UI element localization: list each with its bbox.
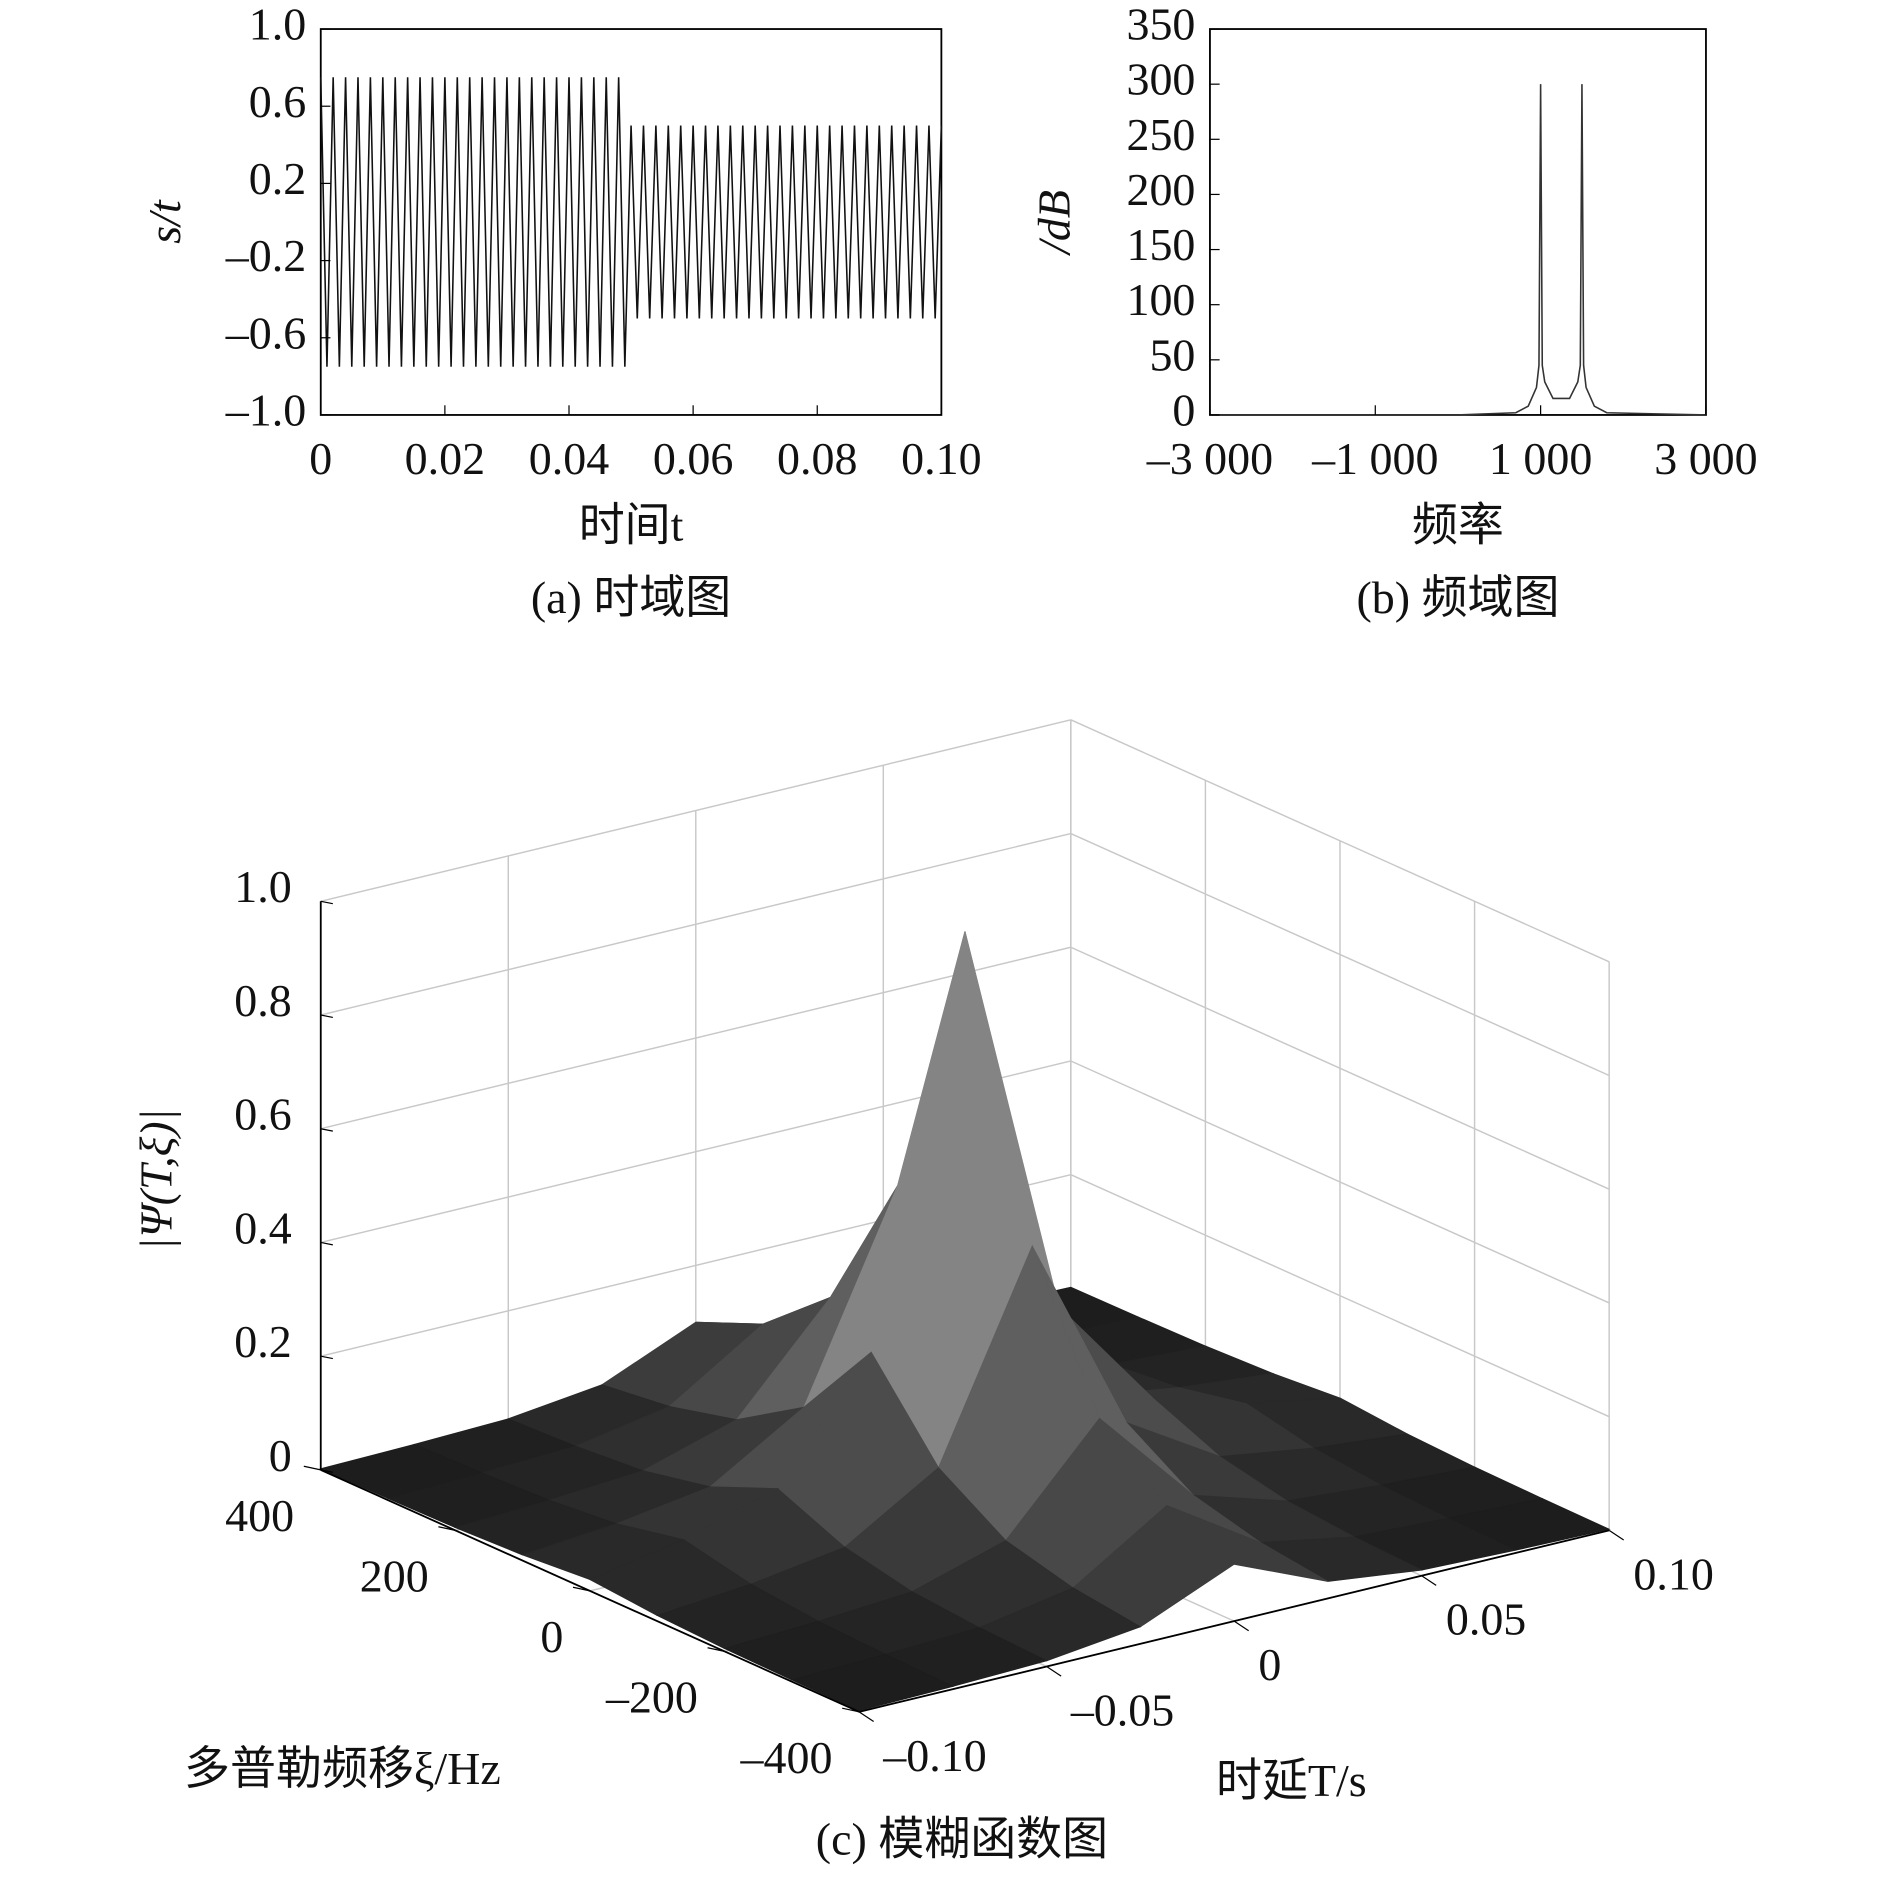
z-tick [320,1355,333,1360]
x-axis-label: 频率 [1412,499,1504,550]
caption: (b) 频域图 [1356,572,1559,623]
z-tick [320,1014,333,1019]
x-tick-label: 0 [1258,1639,1281,1690]
x-tick [1046,1665,1062,1677]
z-tick-label: 1.0 [234,861,291,912]
x-tick-label: 0.06 [653,433,733,484]
z-tick-label: 0 [269,1430,292,1481]
y-tick-label: 150 [1126,219,1195,270]
x-tick-label: 0.02 [405,433,485,484]
y-tick-label: –200 [605,1672,698,1723]
y-tick-label: 1.0 [249,0,306,50]
x-tick [1421,1575,1437,1586]
x-tick-label: 0.04 [529,433,609,484]
y-axis-label: 多普勒频移ξ/Hz [184,1743,501,1794]
y-tick-label: 300 [1126,54,1195,105]
y-tick-label: 0.6 [249,76,306,127]
y-tick [438,1526,456,1531]
z-axis-label: |Ψ(T,ξ)| [131,1109,182,1251]
x-tick [1233,1620,1249,1632]
caption: (c) 模糊函数图 [816,1813,1108,1864]
y-tick-label: 400 [225,1490,294,1541]
x-tick-label: 0.05 [1446,1594,1526,1645]
x-tick-label: –0.05 [1070,1684,1174,1735]
y-tick-label: 0.2 [249,153,306,204]
y-tick-label: –1.0 [225,385,306,436]
y-tick-label: –400 [740,1732,833,1783]
y-axis-label: s/t [139,199,190,244]
z-tick [320,900,333,905]
z-tick-label: 0.2 [234,1316,291,1367]
x-axis-label: 时间t [579,499,684,550]
y-tick-label: 350 [1126,0,1195,50]
x-tick-label: 3 000 [1654,433,1757,484]
signal-line [319,77,943,367]
y-tick-label: 250 [1126,109,1195,160]
y-tick-label: 0 [540,1611,563,1662]
y-tick-label: –0.6 [225,307,306,358]
plot-frame [319,28,943,416]
y-tick [303,1465,321,1471]
y-tick-label: 200 [360,1551,429,1602]
z-tick-label: 0.8 [234,975,291,1026]
x-axis-label: 时延T/s [1216,1755,1367,1806]
x-tick-label: 0.08 [777,433,857,484]
y-tick [572,1586,591,1592]
signal-line [1209,84,1706,416]
x-tick-label: –1 000 [1311,433,1438,484]
z-tick [320,1469,333,1473]
x-tick-label: 0.10 [1633,1548,1713,1599]
z-tick-label: 0.6 [234,1089,291,1140]
z-tick [320,1128,333,1132]
plot-frame [1209,28,1707,416]
y-axis-label: /dB [1028,190,1079,257]
x-tick-label: –3 000 [1146,433,1273,484]
y-tick-label: 100 [1126,274,1195,325]
y-tick-label: 200 [1126,164,1195,215]
y-tick-label: 50 [1149,329,1195,380]
z-tick-label: 0.4 [234,1202,291,1253]
x-tick-label: 0 [309,433,332,484]
x-tick-label: –0.10 [882,1730,986,1781]
caption: (a) 时域图 [531,572,731,623]
x-tick-label: 0.10 [901,433,981,484]
x-tick-label: 1 000 [1489,433,1592,484]
y-tick-label: –0.2 [225,230,306,281]
x-tick [858,1711,874,1723]
surface-patch [790,1653,955,1712]
y-tick [707,1647,725,1652]
z-tick [320,1241,333,1246]
x-tick [1608,1529,1625,1541]
y-tick-label: 0 [1172,385,1195,436]
y-tick [842,1707,860,1713]
